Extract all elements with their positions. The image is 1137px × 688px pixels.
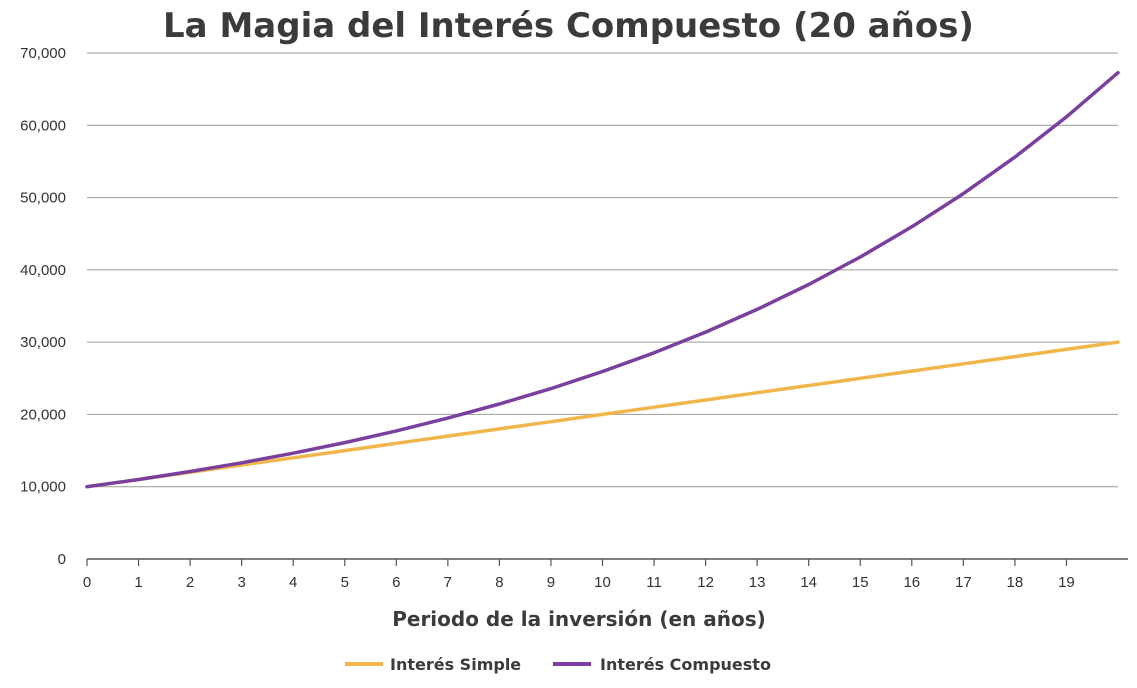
- x-tick-label-10: 10: [594, 574, 611, 591]
- x-tick-label-0: 0: [83, 574, 91, 591]
- series-line-interes-compuesto: [85, 70, 1120, 489]
- x-tick-label-14: 14: [800, 574, 817, 591]
- x-tick-label-17: 17: [955, 574, 972, 591]
- x-tick-label-4: 4: [289, 574, 297, 591]
- x-tick-label-15: 15: [852, 574, 869, 591]
- y-axis: 0 10,000 20,000 30,000 40,000 50,000 60,000 70,…: [20, 45, 66, 568]
- y-tick-label-6: 60,000: [20, 117, 66, 134]
- x-tick-label-5: 5: [341, 574, 349, 591]
- series-line-interes-simple: [85, 340, 1120, 489]
- x-tick-label-3: 3: [237, 574, 245, 591]
- x-tick-label-7: 7: [444, 574, 452, 591]
- y-tick-label-1: 10,000: [20, 479, 66, 496]
- x-tick-label-9: 9: [547, 574, 555, 591]
- x-axis-title: Periodo de la inversión (en años): [392, 607, 766, 631]
- x-tick-label-12: 12: [697, 574, 714, 591]
- chart-title: La Magia del Interés Compuesto (20 años): [163, 6, 974, 46]
- x-tick-label-13: 13: [749, 574, 766, 591]
- legend-label-0: Interés Simple: [390, 655, 521, 674]
- x-tick-label-11: 11: [646, 574, 662, 591]
- y-tick-label-4: 40,000: [20, 262, 66, 279]
- legend: Interés Simple Interés Compuesto: [345, 655, 771, 674]
- x-tick-label-1: 1: [134, 574, 142, 591]
- x-tick-label-18: 18: [1007, 574, 1024, 591]
- y-tick-label-0: 0: [58, 551, 66, 568]
- x-axis: 0 1 2 3 4 5 6 7 8 9 10 11 12 13 14 15 16 17 18 19: [83, 558, 1128, 591]
- x-tick-label-6: 6: [392, 574, 400, 591]
- x-tick-label-19: 19: [1058, 574, 1075, 591]
- y-tick-label-5: 50,000: [20, 190, 66, 207]
- x-tick-label-2: 2: [186, 574, 194, 591]
- y-tick-label-2: 20,000: [20, 406, 66, 423]
- x-tick-label-16: 16: [903, 574, 920, 591]
- x-tick-label-8: 8: [495, 574, 503, 591]
- grid-lines: [87, 52, 1118, 488]
- legend-label-1: Interés Compuesto: [600, 655, 771, 674]
- series-lines: [85, 70, 1120, 489]
- y-tick-label-3: 30,000: [20, 334, 66, 351]
- y-tick-label-7: 70,000: [20, 45, 66, 62]
